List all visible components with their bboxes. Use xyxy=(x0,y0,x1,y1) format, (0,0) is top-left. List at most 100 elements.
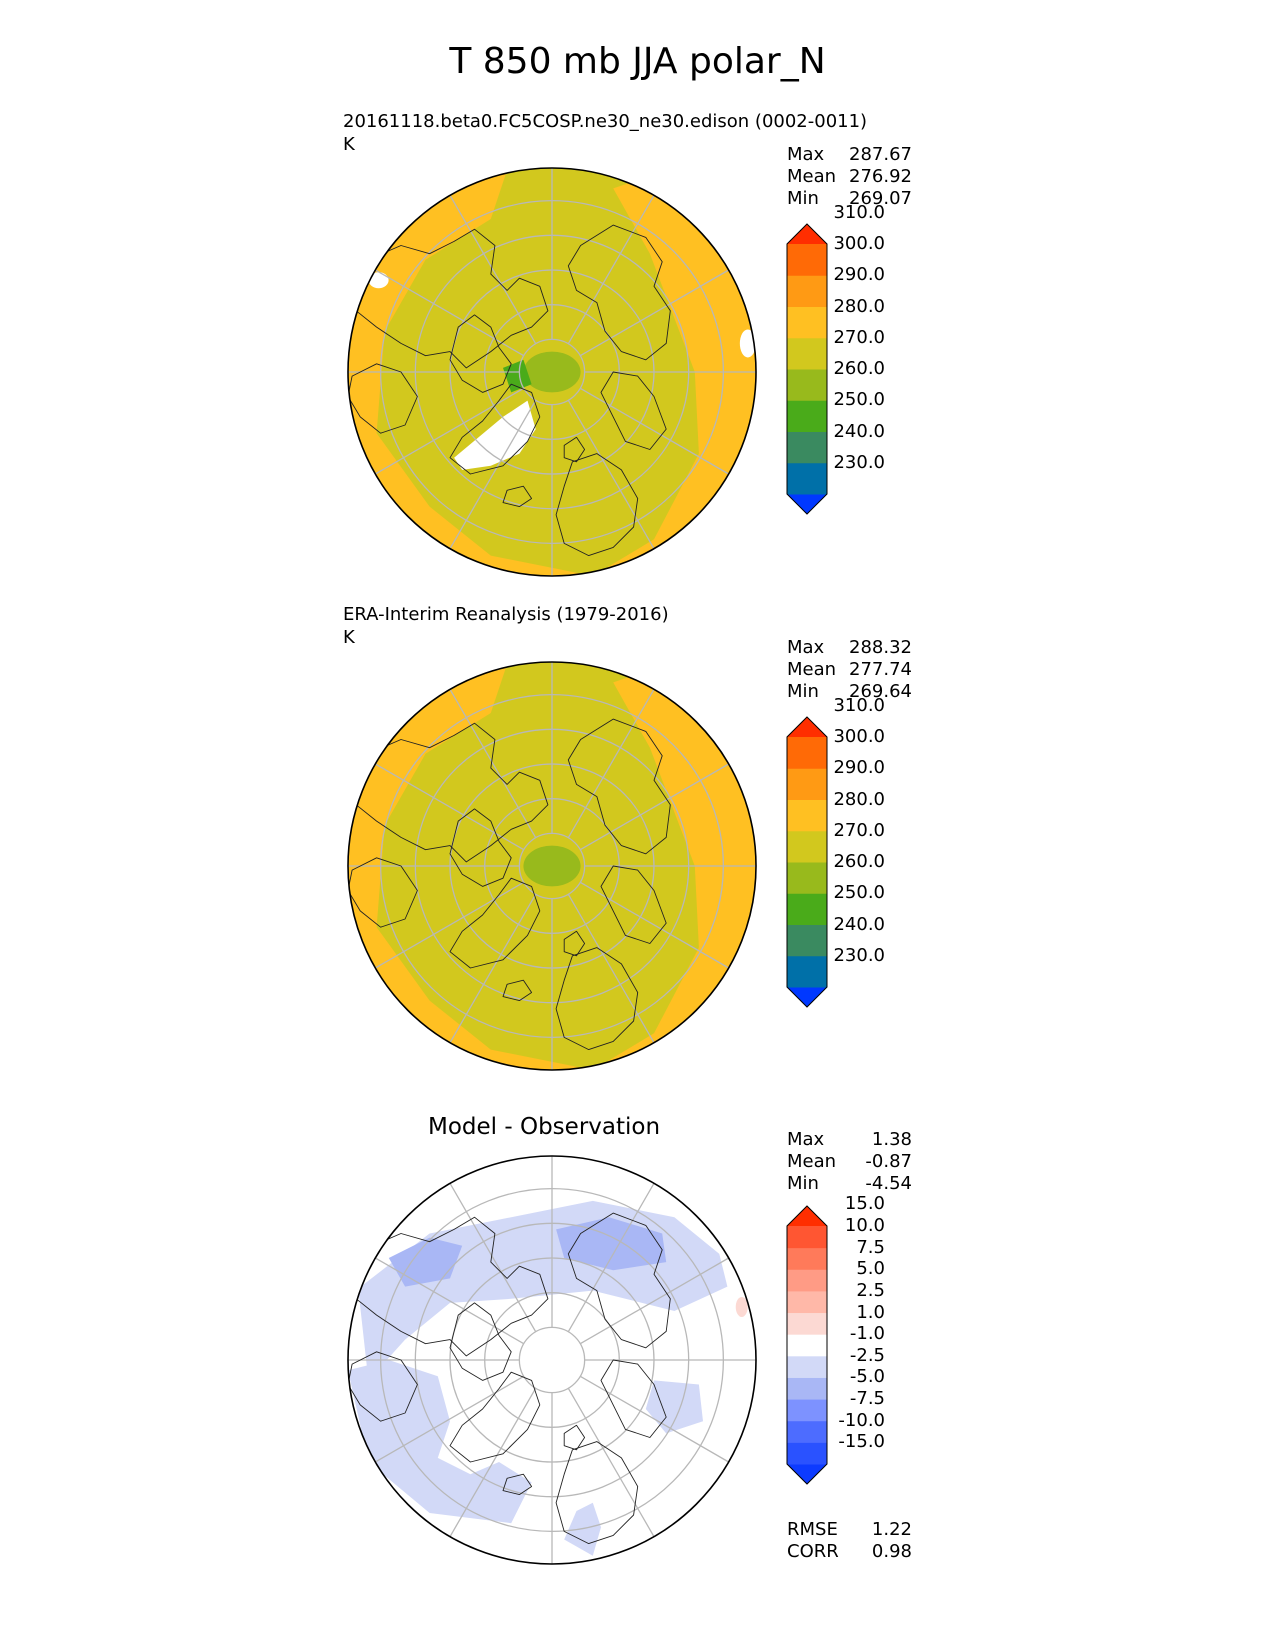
test-coast-arcticIslands xyxy=(449,314,512,393)
test-coast-iceland xyxy=(502,485,533,508)
diff-stat-min-label: Min xyxy=(787,1173,819,1194)
diff-map-frame xyxy=(347,1155,757,1565)
test-coast-alaska xyxy=(348,363,418,434)
test-stat-mean-value: 276.92 xyxy=(849,166,912,187)
reference-map-frame xyxy=(347,661,757,1071)
diff-coast-iceland xyxy=(502,1473,533,1496)
diff-stat-mean-value: -0.87 xyxy=(865,1151,912,1172)
diff-coast-alaska xyxy=(348,1351,418,1422)
diff-cb-extend-high xyxy=(787,1206,827,1226)
diff-meridian-240 xyxy=(375,1375,525,1463)
reference-meridian-150 xyxy=(567,893,655,1043)
test-cb-extend-low xyxy=(787,494,827,514)
diff-graticule xyxy=(348,1156,756,1564)
diff-coast-siberia xyxy=(600,1359,667,1438)
reference-meridian-30 xyxy=(567,689,655,839)
reference-cb-segment-3 xyxy=(787,893,827,925)
reference-graticule xyxy=(348,662,756,1070)
test-meridian-240 xyxy=(375,387,525,475)
reference-coast-greenland xyxy=(449,877,541,969)
test-stat-max-value: 287.67 xyxy=(849,144,912,165)
test-missing-spot-1 xyxy=(368,272,389,289)
figure-title: T 850 mb JJA polar_N xyxy=(449,41,826,82)
test-map xyxy=(348,168,756,576)
reference-panel-units: K xyxy=(343,627,355,648)
test-missing-greenland xyxy=(454,400,536,470)
test-cb-outline xyxy=(786,223,828,515)
diff-cb-segment-5 xyxy=(787,1355,827,1378)
reference-cb-label: 290.0 xyxy=(833,757,885,779)
diff-cb-label: 1.0 xyxy=(856,1301,885,1323)
test-meridian-60 xyxy=(579,269,729,357)
diff-cb-segment-10 xyxy=(787,1247,827,1270)
diff-cb-label: 7.5 xyxy=(856,1236,885,1258)
test-missing-spot-2 xyxy=(739,329,756,358)
diff-meridian-60 xyxy=(579,1257,729,1345)
diff-panel-title: Model - Observation xyxy=(428,1114,661,1140)
test-cb-label: 260.0 xyxy=(833,358,885,379)
reference-panel-title: ERA-Interim Reanalysis (1979-2016) xyxy=(343,604,669,625)
test-meridian-300 xyxy=(375,269,525,357)
test-cb-segment-8 xyxy=(787,244,827,276)
test-meridian-30 xyxy=(567,195,655,345)
test-stat-max-label: Max xyxy=(787,144,825,165)
reference-meridian-330 xyxy=(449,689,537,839)
reference-cb-outline xyxy=(786,716,828,1008)
reference-cb-label: 300.0 xyxy=(833,726,885,747)
diff-cb-segment-9 xyxy=(787,1269,827,1292)
reference-meridian-60 xyxy=(579,763,729,851)
diff-field-light-blue-east xyxy=(645,1380,703,1434)
reference-coastlines xyxy=(348,718,671,1051)
diff-cb-segment-11 xyxy=(787,1226,827,1249)
diff-cb-label: -15.0 xyxy=(838,1431,885,1453)
reference-cb-label: 270.0 xyxy=(833,819,885,841)
test-field-pole-edge xyxy=(503,359,532,393)
diff-cb-label: -2.5 xyxy=(849,1344,885,1366)
reference-coast-iceland xyxy=(502,979,533,1002)
reference-cb-segment-8 xyxy=(787,737,827,769)
test-graticule xyxy=(348,168,756,576)
reference-stat-mean-value: 277.74 xyxy=(849,659,912,680)
reference-stat-max-value: 288.32 xyxy=(849,637,912,658)
diff-cb-label: 2.5 xyxy=(856,1279,885,1301)
test-cb-segment-6 xyxy=(787,306,827,339)
diff-cb-segment-4 xyxy=(787,1377,827,1400)
diff-stat-corr-value: 0.98 xyxy=(871,1541,912,1562)
reference-cb-extend-high xyxy=(787,717,827,737)
test-cb-segment-7 xyxy=(787,275,827,307)
reference-coast-russia xyxy=(567,718,671,855)
test-cb-label: 240.0 xyxy=(833,420,885,442)
reference-cb-segment-5 xyxy=(787,830,827,863)
diff-coast-russia xyxy=(567,1212,671,1349)
test-meridian-330 xyxy=(449,195,537,345)
test-cb-segment-2 xyxy=(787,431,827,464)
reference-cb-label: 280.0 xyxy=(833,788,885,810)
reference-cb-extend-low xyxy=(787,987,827,1007)
diff-cb-label: 10.0 xyxy=(844,1215,885,1236)
diff-field-mid-blue-2 xyxy=(556,1217,667,1271)
reference-coast-siberia xyxy=(600,865,667,944)
diff-coastlines xyxy=(348,1212,671,1545)
reference-colorbar xyxy=(786,716,828,1008)
test-stat-min-label: Min xyxy=(787,188,819,209)
test-coast-russia xyxy=(567,224,671,361)
diff-coast-canada xyxy=(355,1216,549,1357)
reference-stat-mean-label: Mean xyxy=(787,659,837,680)
test-meridian-210 xyxy=(449,399,537,549)
test-coast-greenland xyxy=(449,383,541,475)
reference-cb-label: 260.0 xyxy=(833,851,885,872)
test-cb-label: 250.0 xyxy=(833,389,885,411)
reference-stat-min-label: Min xyxy=(787,681,819,702)
reference-coast-alaska xyxy=(348,857,418,928)
diff-stat-min-value: -4.54 xyxy=(865,1173,912,1194)
test-coast-canada xyxy=(355,228,549,369)
test-cb-segment-3 xyxy=(787,400,827,432)
diff-cb-segment-7 xyxy=(787,1312,827,1335)
diff-cb-segment-6 xyxy=(787,1334,827,1357)
diff-cb-label: -5.0 xyxy=(849,1366,885,1388)
diff-colorbar xyxy=(786,1205,828,1485)
reference-field-pole xyxy=(523,845,581,887)
reference-coast-europe xyxy=(555,947,639,1051)
diff-field-light-blue-west xyxy=(348,1360,532,1524)
test-coastlines xyxy=(348,224,671,557)
